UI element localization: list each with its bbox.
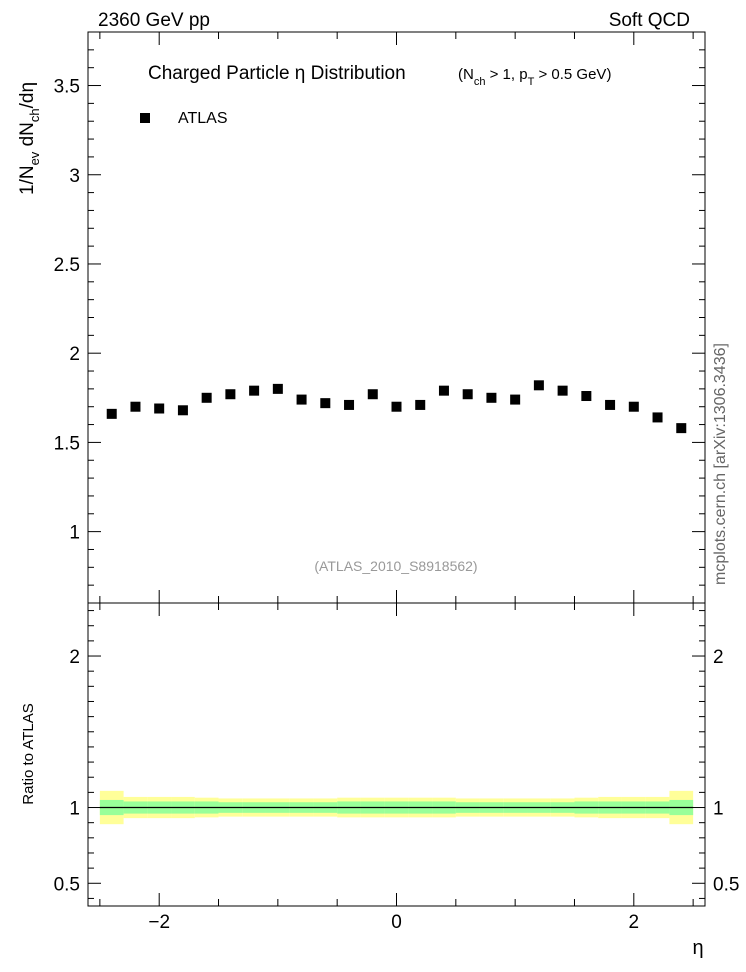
x-tick-label: 0 [391, 912, 402, 933]
data-point-atlas [130, 401, 141, 412]
data-point-atlas [652, 412, 663, 423]
ratio-ytick-label-left: 1 [69, 799, 80, 820]
data-point-atlas [676, 423, 687, 434]
data-point-atlas [605, 399, 616, 410]
x-tick-label: −2 [148, 912, 170, 933]
ratio-ytick-label-right: 1 [713, 799, 724, 820]
main-ytick-label: 2 [69, 344, 80, 365]
main-ytick-label: 1 [69, 523, 80, 544]
main-ytick-label: 2.5 [54, 255, 80, 276]
main-ylabel: 1/Nev dNch/dη [17, 82, 42, 195]
ratio-axis-ticks: 0.5 0.5 1 1 2 2 −2 0 2 [54, 603, 739, 933]
data-point-atlas [154, 403, 165, 414]
ratio-ytick-label-left: 0.5 [54, 874, 80, 895]
side-label: mcplots.cern.ch [arXiv:1306.3436] [712, 343, 729, 585]
data-point-atlas [296, 394, 307, 405]
data-point-atlas [510, 394, 521, 405]
main-axis-ticks: 1 1.5 2 2.5 3 3.5 [54, 32, 705, 603]
analysis-watermark: (ATLAS_2010_S8918562) [314, 558, 477, 574]
ratio-ytick-label-right: 0.5 [713, 874, 739, 895]
data-point-atlas [249, 385, 260, 396]
data-point-atlas [177, 405, 188, 416]
data-point-atlas [628, 401, 639, 412]
main-plot: Charged Particle η Distribution (Nch > 1… [17, 31, 706, 604]
header-left: 2360 GeV pp [98, 10, 210, 31]
ratio-ylabel: Ratio to ATLAS [20, 703, 37, 804]
data-point-atlas [415, 399, 426, 410]
ratio-plot: 0.5 0.5 1 1 2 2 −2 0 2 Ratio to ATLAS η [20, 602, 739, 959]
legend-marker-atlas [140, 113, 150, 123]
main-ytick-label: 3 [69, 166, 80, 187]
data-point-atlas [201, 392, 212, 403]
data-point-atlas [272, 383, 283, 394]
ratio-ytick-label-right: 2 [713, 647, 724, 668]
chart-subtitle: (Nch > 1, pT > 0.5 GeV) [458, 66, 611, 88]
data-point-atlas [581, 391, 592, 402]
data-point-atlas [486, 392, 497, 403]
main-ytick-label: 3.5 [54, 77, 80, 98]
data-point-atlas [225, 389, 236, 400]
x-tick-label: 2 [629, 912, 640, 933]
legend-label-atlas: ATLAS [178, 110, 228, 127]
data-point-atlas [106, 408, 117, 419]
data-point-atlas [391, 401, 402, 412]
data-point-atlas [438, 385, 449, 396]
header-right: Soft QCD [609, 10, 690, 31]
data-point-atlas [462, 389, 473, 400]
chart-title: Charged Particle η Distribution [148, 63, 406, 84]
data-point-atlas [320, 398, 331, 409]
ratio-bands [99, 790, 694, 825]
data-point-atlas [533, 380, 544, 391]
main-ytick-label: 1.5 [54, 433, 80, 454]
data-point-atlas [344, 399, 355, 410]
main-data-points [106, 380, 687, 434]
ratio-plot-frame [87, 602, 706, 907]
ratio-ytick-label-left: 2 [69, 647, 80, 668]
x-axis-label: η [692, 937, 703, 959]
data-point-atlas [557, 385, 568, 396]
data-point-atlas [367, 389, 378, 400]
